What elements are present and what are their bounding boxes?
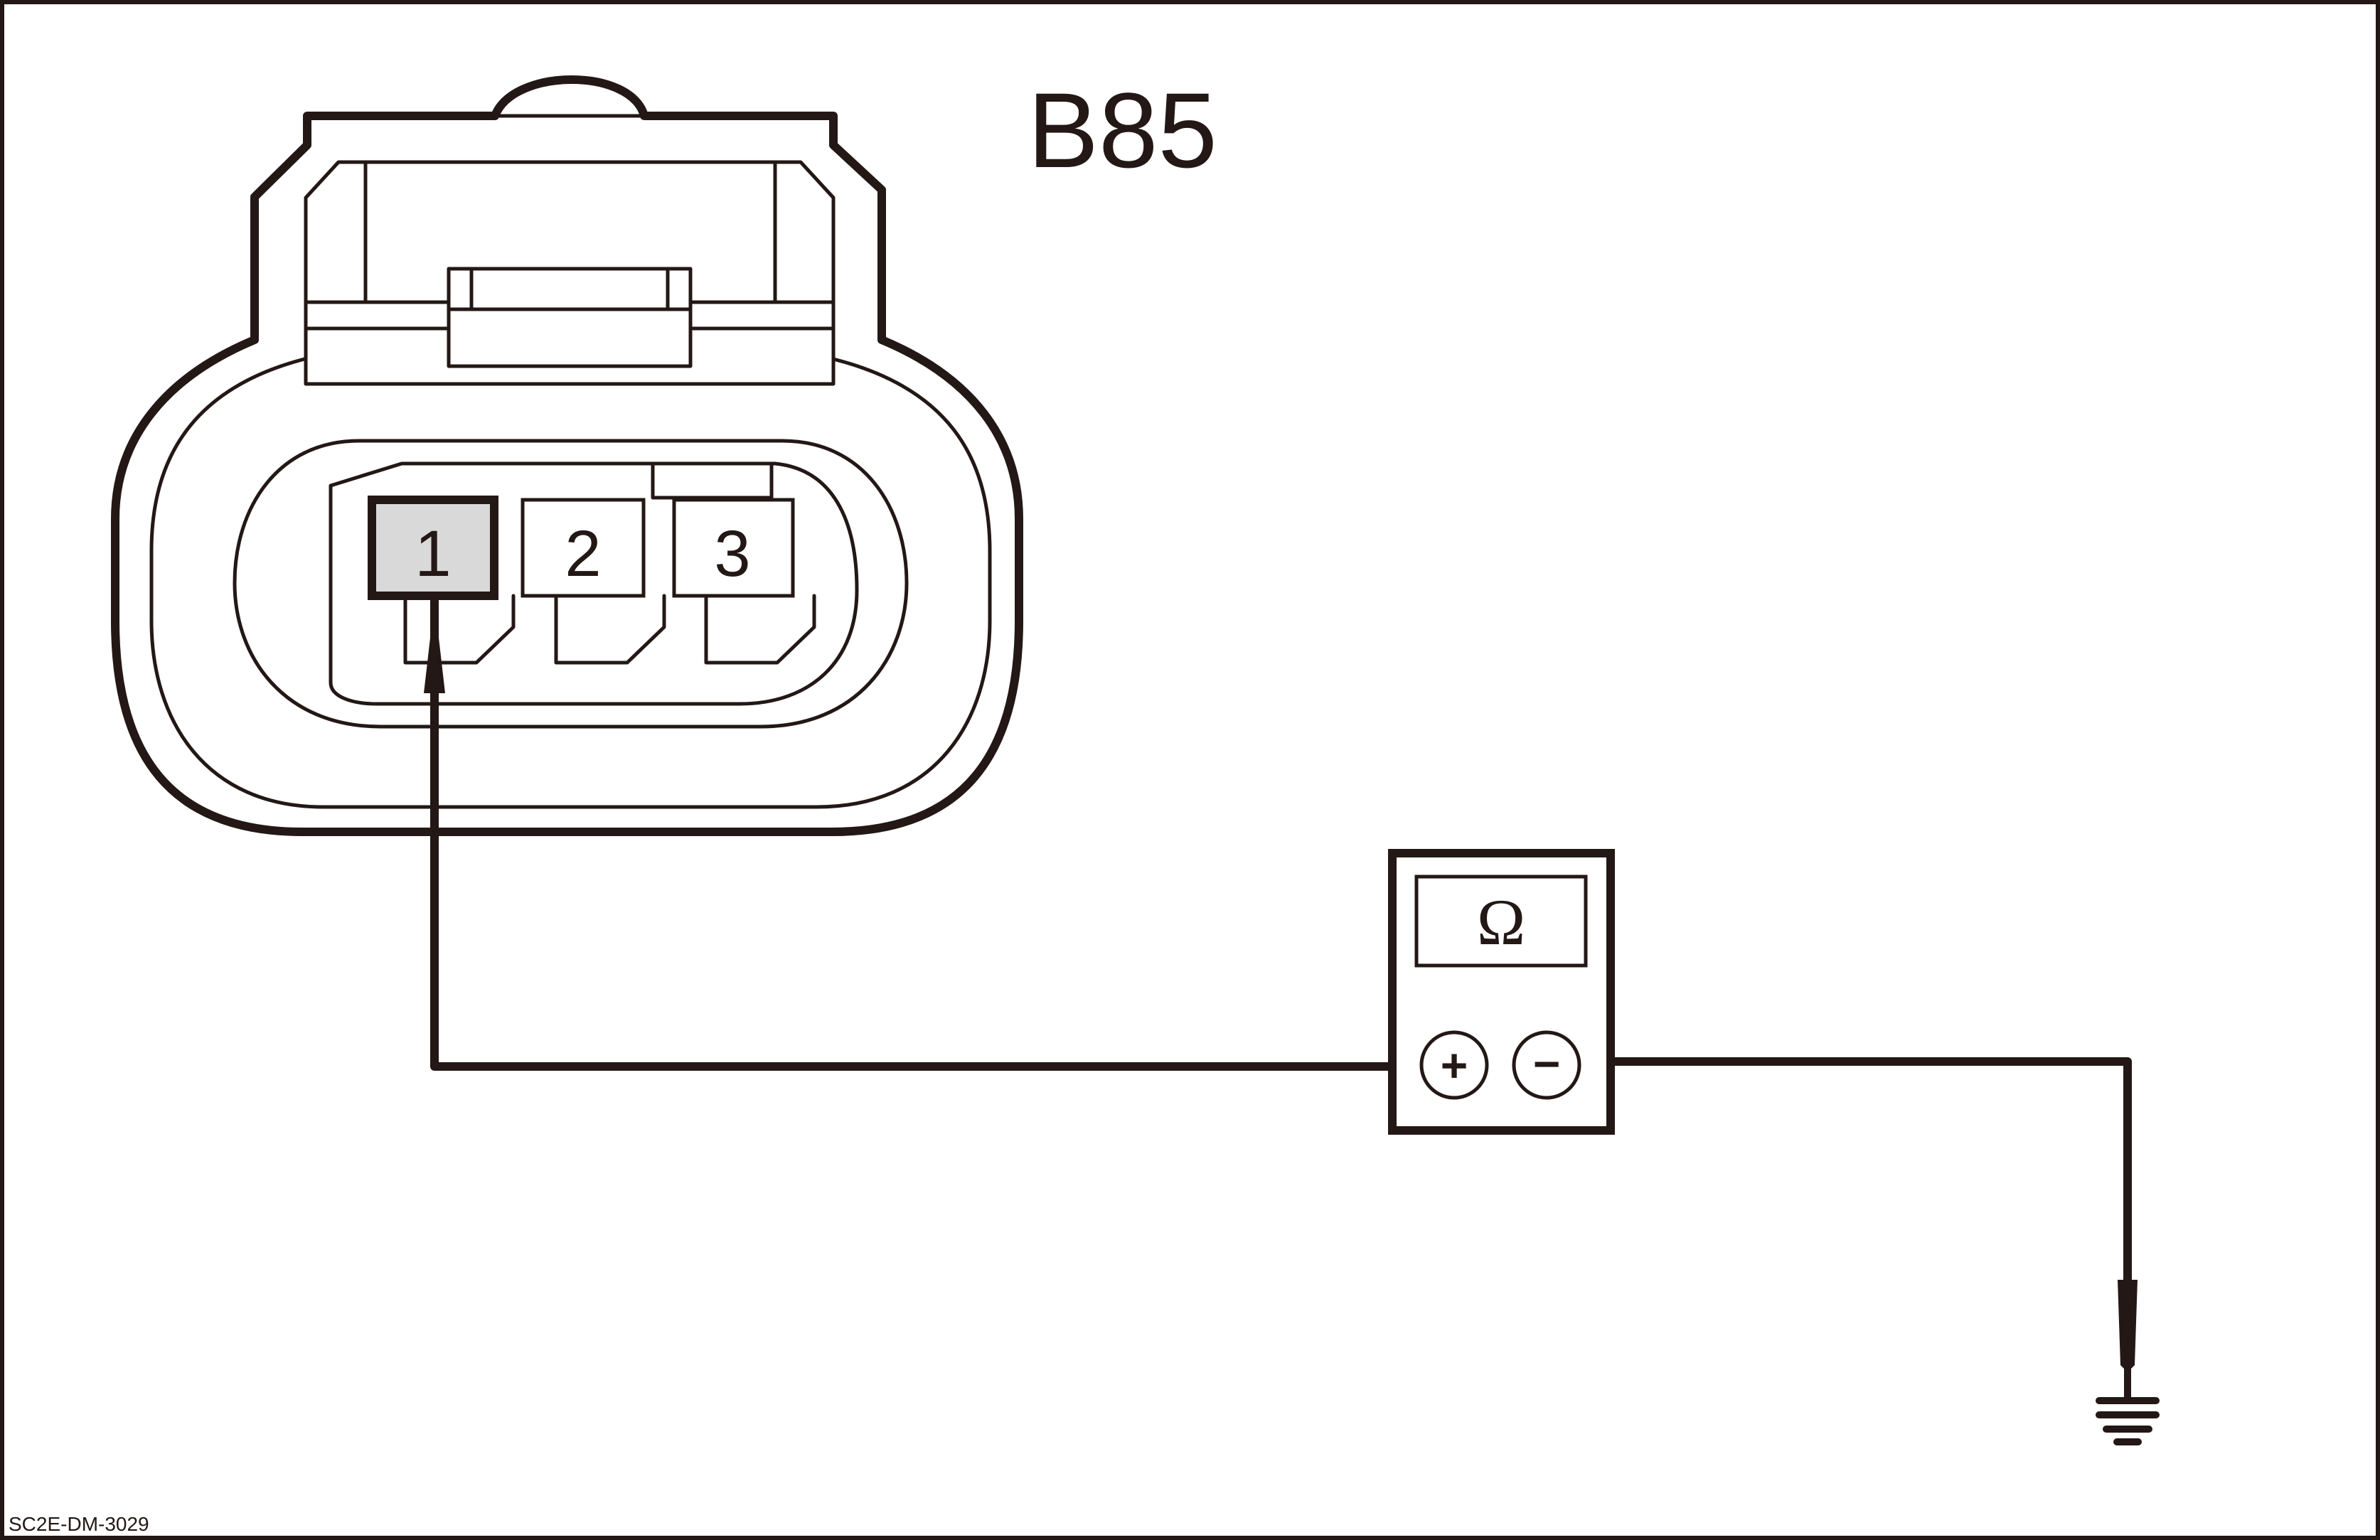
pin-3-tail [704,594,816,665]
ohmmeter-negative-terminal [1512,1030,1581,1100]
terminal-key-notch [651,461,774,500]
figure-code: SC2E-DM-3029 [9,1513,149,1535]
pin-1: 1 [368,496,516,665]
pin-2-box [521,498,646,598]
pin-3: 3 [672,498,816,665]
positive-lead-wire [430,689,1423,1071]
connector-b85: 1 2 3 [111,75,1023,836]
pin-3-number: 3 [714,518,750,590]
terminal-cavity-outer [233,439,909,729]
pin-1-box [368,496,498,600]
ohmmeter: Ω + − [1388,849,1615,1135]
connector-label: B85 [1028,70,1217,190]
negative-terminal-symbol: − [1533,1037,1561,1090]
terminal-cavity-inner [329,461,859,706]
positive-terminal-symbol: + [1441,1039,1468,1091]
connector-inner-housing [149,357,992,809]
pin-2: 2 [521,498,666,665]
latch-button [447,267,693,368]
connector-outer-housing [111,75,1023,836]
ohm-symbol: Ω [1477,886,1525,958]
pin-2-number: 2 [565,518,601,590]
pin-1-tail [403,594,516,665]
ground-probe-tip [2118,1280,2138,1372]
pin-2-tail [554,594,666,665]
connector-latch-frame [304,160,836,386]
pin-3-box [672,498,795,598]
ground-icon [2096,1397,2160,1445]
pin-1-number: 1 [415,518,451,590]
ohmmeter-display [1414,875,1588,968]
latch-button-inner [469,267,670,311]
ohmmeter-positive-terminal [1419,1030,1489,1100]
negative-lead-wire [1579,1057,2132,1288]
